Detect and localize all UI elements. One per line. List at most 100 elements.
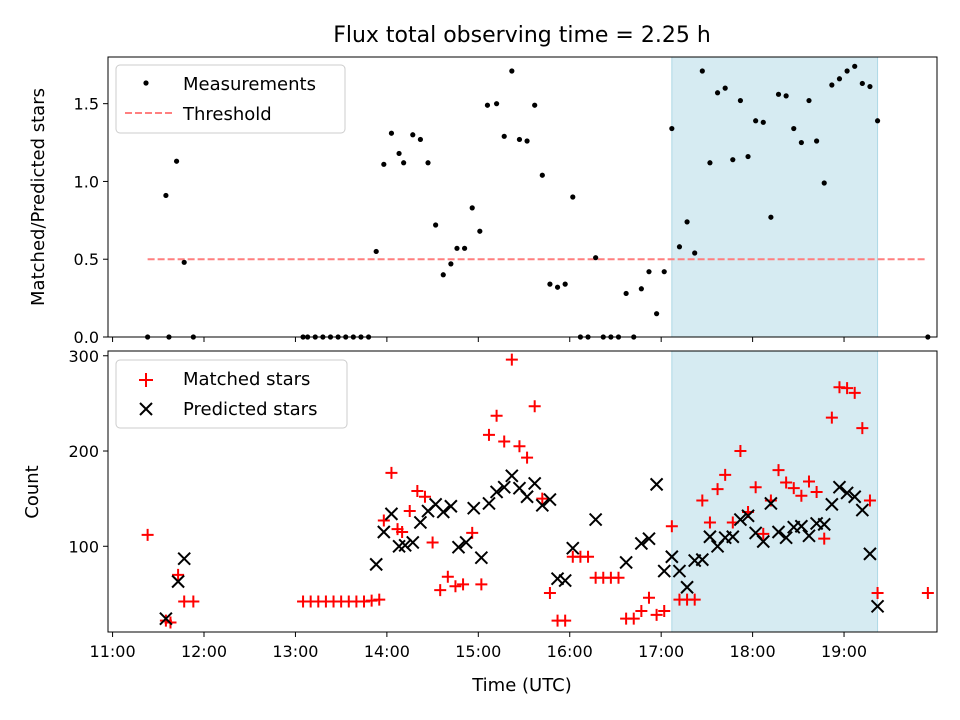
measurement-point bbox=[821, 180, 827, 186]
top-y-tick-label: 1.5 bbox=[74, 95, 99, 114]
predicted-star-point bbox=[817, 517, 831, 532]
bottom-legend-box bbox=[115, 359, 348, 429]
predicted-star-point bbox=[527, 476, 542, 491]
matched-star-point bbox=[802, 475, 815, 488]
predicted-star-point bbox=[657, 564, 671, 578]
matched-star-point bbox=[377, 514, 390, 527]
measurement-point bbox=[396, 150, 402, 157]
bottom-yticks-layer: 100 200 300 bbox=[68, 347, 108, 556]
matched-star-point bbox=[475, 578, 488, 591]
predicted-star-point bbox=[840, 486, 854, 500]
x-tick-label: 17:00 bbox=[638, 642, 684, 661]
matched-star-point bbox=[528, 400, 541, 413]
x-tick-label: 15:00 bbox=[455, 642, 501, 661]
measurement-point bbox=[814, 138, 820, 144]
measurement-point bbox=[593, 255, 599, 261]
measurement-point bbox=[401, 160, 407, 166]
x-tick-label: 16:00 bbox=[547, 642, 593, 661]
measurement-point bbox=[775, 91, 782, 97]
predicted-star-point bbox=[550, 571, 565, 586]
predicted-star-point bbox=[680, 580, 694, 594]
matched-star-point bbox=[521, 451, 534, 464]
matched-star-point bbox=[642, 591, 655, 604]
matched-star-point bbox=[780, 476, 793, 489]
measurement-point bbox=[501, 133, 507, 139]
predicted-star-point bbox=[855, 503, 870, 517]
bottom-y-tick-label: 200 bbox=[68, 442, 99, 461]
measurement-point bbox=[532, 102, 538, 108]
measurement-point bbox=[516, 136, 523, 143]
predicted-star-point bbox=[802, 529, 816, 543]
matched-star-point bbox=[141, 528, 154, 541]
matched-star-point bbox=[749, 481, 762, 494]
predicted-star-point bbox=[159, 611, 173, 626]
measurement-point bbox=[661, 269, 667, 275]
measurement-point bbox=[844, 68, 850, 74]
measurement-point bbox=[163, 192, 169, 199]
legend-threshold-label: Threshold bbox=[182, 104, 272, 125]
measurement-point bbox=[181, 259, 187, 265]
predicted-star-point bbox=[771, 525, 786, 539]
matched-star-point bbox=[172, 568, 185, 581]
top-legend-box bbox=[115, 64, 346, 134]
measurement-point bbox=[623, 290, 629, 297]
measurement-point bbox=[676, 244, 683, 250]
matched-star-point bbox=[612, 571, 625, 584]
predicted-star-point bbox=[825, 497, 839, 512]
matched-star-point bbox=[688, 593, 701, 606]
top-xticks-layer bbox=[112, 337, 845, 342]
matched-star-point bbox=[734, 445, 747, 458]
matched-star-point bbox=[665, 520, 678, 533]
matched-star-point bbox=[403, 505, 416, 518]
matched-star-point bbox=[543, 586, 556, 599]
measurement-point bbox=[509, 68, 515, 74]
matched-star-point bbox=[559, 614, 572, 627]
measurement-point bbox=[783, 93, 789, 99]
top-ylabel: Matched/Predicted stars bbox=[28, 88, 49, 306]
top-highlight-span bbox=[671, 56, 879, 338]
matched-star-point bbox=[498, 435, 511, 448]
measurement-point bbox=[867, 83, 873, 90]
bottom-xticks-layer: 11:00 12:00 13:00 14:00 15:00 16:00 17:00 18:00… bbox=[90, 632, 867, 661]
matched-star-point bbox=[650, 608, 663, 621]
predicted-star-point bbox=[377, 525, 391, 539]
measurement-point bbox=[388, 130, 395, 136]
x-tick-label: 13:00 bbox=[272, 642, 318, 661]
measurement-point bbox=[173, 158, 180, 164]
measurement-point bbox=[448, 261, 454, 267]
predicted-star-point bbox=[642, 531, 656, 546]
predicted-star-point bbox=[535, 498, 550, 513]
top-highlight-layer bbox=[671, 56, 879, 338]
matched-star-point bbox=[703, 516, 716, 529]
predicted-star-point bbox=[543, 492, 557, 507]
predicted-star-point bbox=[459, 535, 473, 550]
predicted-star-point bbox=[520, 490, 534, 504]
measurement-point bbox=[760, 119, 766, 125]
measurement-point bbox=[692, 250, 698, 256]
measurement-point bbox=[454, 245, 460, 251]
measurement-point bbox=[859, 80, 865, 87]
top-legend: Measurements Threshold bbox=[115, 64, 346, 134]
top-y-tick-label: 0.0 bbox=[74, 328, 99, 347]
measurement-point bbox=[373, 248, 379, 255]
measurement-point bbox=[484, 102, 491, 108]
predicted-star-point bbox=[764, 496, 778, 511]
matched-star-point bbox=[921, 586, 934, 599]
measurement-point bbox=[768, 214, 774, 220]
bottom-ylabel: Count bbox=[22, 465, 43, 518]
predicted-star-point bbox=[497, 480, 511, 494]
predicted-star-point bbox=[733, 512, 748, 527]
measurement-point bbox=[852, 63, 858, 69]
measurement-point bbox=[554, 284, 561, 290]
measurement-point bbox=[638, 286, 644, 292]
measurement-point bbox=[745, 153, 751, 160]
predicted-star-point bbox=[171, 574, 185, 589]
matched-star-point bbox=[411, 485, 424, 498]
predicted-star-point bbox=[467, 501, 481, 515]
matched-star-point bbox=[434, 584, 447, 597]
top-axes-frame bbox=[107, 56, 938, 338]
predicted-star-point bbox=[444, 499, 458, 513]
matched-star-point bbox=[385, 466, 398, 479]
predicted-star-point bbox=[870, 599, 885, 613]
measurement-point bbox=[722, 85, 728, 91]
